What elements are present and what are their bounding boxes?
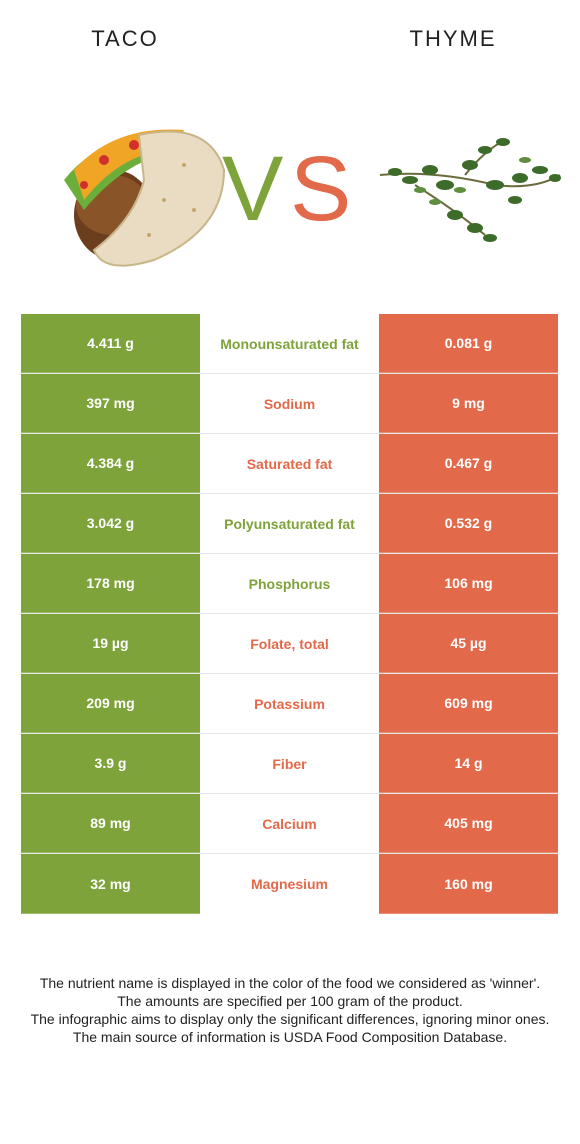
left-value: 397 mg	[21, 374, 200, 433]
left-value: 178 mg	[21, 554, 200, 613]
table-row: 3.042 g Polyunsaturated fat 0.532 g	[21, 494, 558, 554]
nutrient-name: Phosphorus	[200, 554, 379, 613]
table-row: 397 mg Sodium 9 mg	[21, 374, 558, 434]
footnote-line: The infographic aims to display only the…	[30, 1011, 550, 1027]
left-value: 32 mg	[21, 854, 200, 914]
footnote-line: The main source of information is USDA F…	[72, 1029, 508, 1045]
table-row: 19 µg Folate, total 45 µg	[21, 614, 558, 674]
table-row: 209 mg Potassium 609 mg	[21, 674, 558, 734]
footnote: The nutrient name is displayed in the co…	[20, 974, 560, 1046]
nutrient-name: Potassium	[200, 674, 379, 733]
left-value: 4.384 g	[21, 434, 200, 493]
table-row: 3.9 g Fiber 14 g	[21, 734, 558, 794]
table-row: 178 mg Phosphorus 106 mg	[21, 554, 558, 614]
left-value: 3.042 g	[21, 494, 200, 553]
right-food-title: THYME	[409, 26, 497, 51]
svg-text:S: S	[290, 138, 351, 240]
table-row: 32 mg Magnesium 160 mg	[21, 854, 558, 914]
nutrient-name: Sodium	[200, 374, 379, 433]
nutrient-name: Magnesium	[200, 854, 379, 914]
right-value: 0.081 g	[379, 314, 558, 373]
table-row: 4.384 g Saturated fat 0.467 g	[21, 434, 558, 494]
nutrient-name: Fiber	[200, 734, 379, 793]
right-value: 9 mg	[379, 374, 558, 433]
left-food-title: TACO	[91, 26, 159, 51]
left-value: 209 mg	[21, 674, 200, 733]
right-value: 405 mg	[379, 794, 558, 853]
taco-image	[64, 129, 226, 267]
left-value: 19 µg	[21, 614, 200, 673]
table-row: 89 mg Calcium 405 mg	[21, 794, 558, 854]
nutrient-name: Saturated fat	[200, 434, 379, 493]
right-value: 160 mg	[379, 854, 558, 914]
comparison-table: 4.411 g Monounsaturated fat 0.081 g 397 mg S…	[21, 314, 558, 914]
right-value: 609 mg	[379, 674, 558, 733]
footnote-line: The nutrient name is displayed in the co…	[39, 975, 541, 991]
nutrient-name: Calcium	[200, 794, 379, 853]
nutrient-name: Folate, total	[200, 614, 379, 673]
thyme-image	[379, 138, 561, 242]
svg-text:V: V	[222, 138, 283, 240]
vs-label: V S	[222, 138, 351, 240]
nutrient-name: Monounsaturated fat	[200, 314, 379, 373]
left-value: 4.411 g	[21, 314, 200, 373]
right-value: 0.467 g	[379, 434, 558, 493]
table-row: 4.411 g Monounsaturated fat 0.081 g	[21, 314, 558, 374]
left-value: 3.9 g	[21, 734, 200, 793]
right-value: 14 g	[379, 734, 558, 793]
right-value: 0.532 g	[379, 494, 558, 553]
left-value: 89 mg	[21, 794, 200, 853]
nutrient-name: Polyunsaturated fat	[200, 494, 379, 553]
right-value: 106 mg	[379, 554, 558, 613]
right-value: 45 µg	[379, 614, 558, 673]
footnote-line: The amounts are specified per 100 gram o…	[117, 993, 463, 1009]
